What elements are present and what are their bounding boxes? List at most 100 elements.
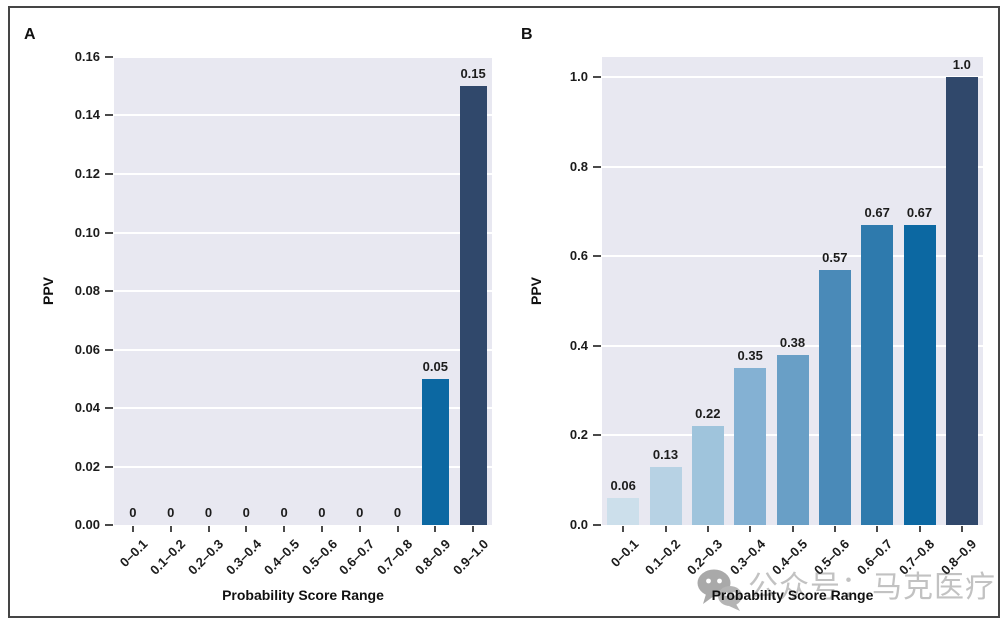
x-tick	[434, 526, 437, 532]
x-tick	[472, 526, 475, 532]
y-tick-label: 0.10	[74, 225, 100, 240]
y-tick-label: 0.8	[569, 159, 588, 174]
y-tick	[105, 524, 113, 526]
x-tick	[283, 526, 286, 532]
y-tick	[105, 114, 113, 116]
bar-value-label: 0	[393, 505, 402, 520]
gridline	[602, 166, 983, 168]
bar-value-label: 0.67	[864, 205, 890, 220]
x-tick	[207, 526, 210, 532]
y-tick-label: 0.6	[569, 248, 588, 263]
y-tick-label: 0.0	[569, 517, 588, 532]
y-tick-label: 0.04	[74, 400, 100, 415]
figure-frame: 公众号：马克医疗 A 0.00 0.02 0.04 0.06 0.08 0.10 0.12 0…	[8, 6, 1000, 618]
gridline	[114, 173, 492, 175]
bar-value-label: 0	[318, 505, 326, 520]
x-tick-label: 0.6–0.7	[853, 536, 896, 578]
x-tick-label: 0.8–0.9	[938, 536, 980, 578]
x-tick-label: 0.3–0.4	[222, 536, 265, 578]
x-tick	[833, 526, 836, 532]
x-tick	[320, 526, 323, 532]
bar	[649, 467, 682, 525]
y-axis-title: PPV	[528, 276, 544, 306]
y-tick	[105, 349, 113, 351]
x-tick	[169, 526, 172, 532]
x-tick	[791, 526, 794, 532]
y-tick	[105, 232, 113, 234]
bar-value-label: 0.05	[422, 359, 448, 374]
x-tick	[131, 526, 134, 532]
x-tick	[396, 526, 399, 532]
x-tick	[749, 526, 752, 532]
bar	[776, 355, 809, 525]
x-axis-title: Probability Score Range	[222, 587, 384, 603]
x-tick	[876, 526, 879, 532]
bar-value-label: 0.67	[906, 205, 933, 220]
gridline	[114, 349, 492, 351]
y-tick	[593, 76, 601, 78]
x-tick	[622, 526, 625, 532]
bar-value-label: 0.15	[460, 66, 486, 81]
x-tick	[706, 526, 709, 532]
x-tick-label: 0.1–0.2	[147, 536, 189, 578]
x-tick-label: 0.2–0.3	[185, 536, 227, 578]
gridline	[114, 290, 492, 292]
y-tick-label: 0.06	[74, 342, 100, 357]
y-tick-label: 0.16	[74, 49, 100, 64]
gridline	[114, 232, 492, 234]
gridline	[114, 407, 492, 409]
x-tick	[918, 526, 921, 532]
x-tick-label: 0.2–0.3	[684, 536, 726, 578]
x-tick-label: 0.9–1.0	[449, 536, 492, 578]
bar-value-label: 0.13	[652, 447, 679, 462]
panel-b-label: B	[521, 26, 533, 43]
gridline	[602, 255, 983, 257]
bar	[734, 368, 767, 525]
bar	[945, 77, 978, 525]
bar-value-label: 0	[280, 505, 288, 520]
panel-b: B 0.0 0.2 0.4 0.6 0.8 1.0 0.06 0–0.1 0.13 0.1–0.2…	[504, 8, 998, 616]
x-tick-label: 0.5–0.6	[298, 536, 340, 578]
y-tick	[593, 255, 601, 257]
x-axis-title: Probability Score Range	[711, 587, 874, 603]
y-tick-label: 1.0	[569, 69, 588, 84]
bar	[421, 379, 449, 525]
x-tick	[358, 526, 361, 532]
x-tick-label: 0.1–0.2	[642, 536, 684, 578]
y-tick-label: 0.14	[74, 107, 100, 122]
x-tick-label: 0.7–0.8	[374, 536, 416, 578]
panel-a: A 0.00 0.02 0.04 0.06 0.08 0.10 0.12 0.14 0.16 0 0…	[10, 8, 504, 616]
y-tick	[105, 173, 113, 175]
x-tick-label: 0.4–0.5	[260, 536, 303, 578]
gridline	[602, 345, 983, 347]
x-tick-label: 0.6–0.7	[336, 536, 378, 578]
bar-value-label: 0	[242, 505, 250, 520]
bar	[607, 498, 640, 525]
y-axis-title: PPV	[40, 276, 56, 306]
panel-a-label: A	[24, 26, 36, 43]
y-tick	[593, 524, 601, 526]
gridline	[114, 466, 492, 468]
bar	[691, 426, 724, 525]
x-tick-label: 0.4–0.5	[769, 536, 811, 578]
x-tick	[245, 526, 248, 532]
y-tick	[593, 345, 601, 347]
bar	[861, 225, 894, 525]
bar	[459, 86, 487, 525]
bar-value-label: 0	[204, 505, 213, 520]
gridline	[114, 56, 492, 58]
y-tick	[593, 166, 601, 168]
gridline	[602, 76, 983, 78]
bar-value-label: 0	[356, 505, 364, 520]
x-tick-label: 0–0.1	[607, 536, 642, 570]
gridline	[114, 114, 492, 116]
bar-value-label: 0.06	[610, 478, 636, 493]
y-tick-label: 0.08	[74, 283, 100, 298]
x-tick	[960, 526, 963, 532]
x-tick-label: 0.8–0.9	[411, 536, 454, 578]
y-tick-label: 0.12	[74, 166, 100, 181]
bar	[903, 225, 936, 525]
x-tick-label: 0–0.1	[117, 536, 151, 570]
y-tick-label: 0.00	[74, 517, 100, 532]
